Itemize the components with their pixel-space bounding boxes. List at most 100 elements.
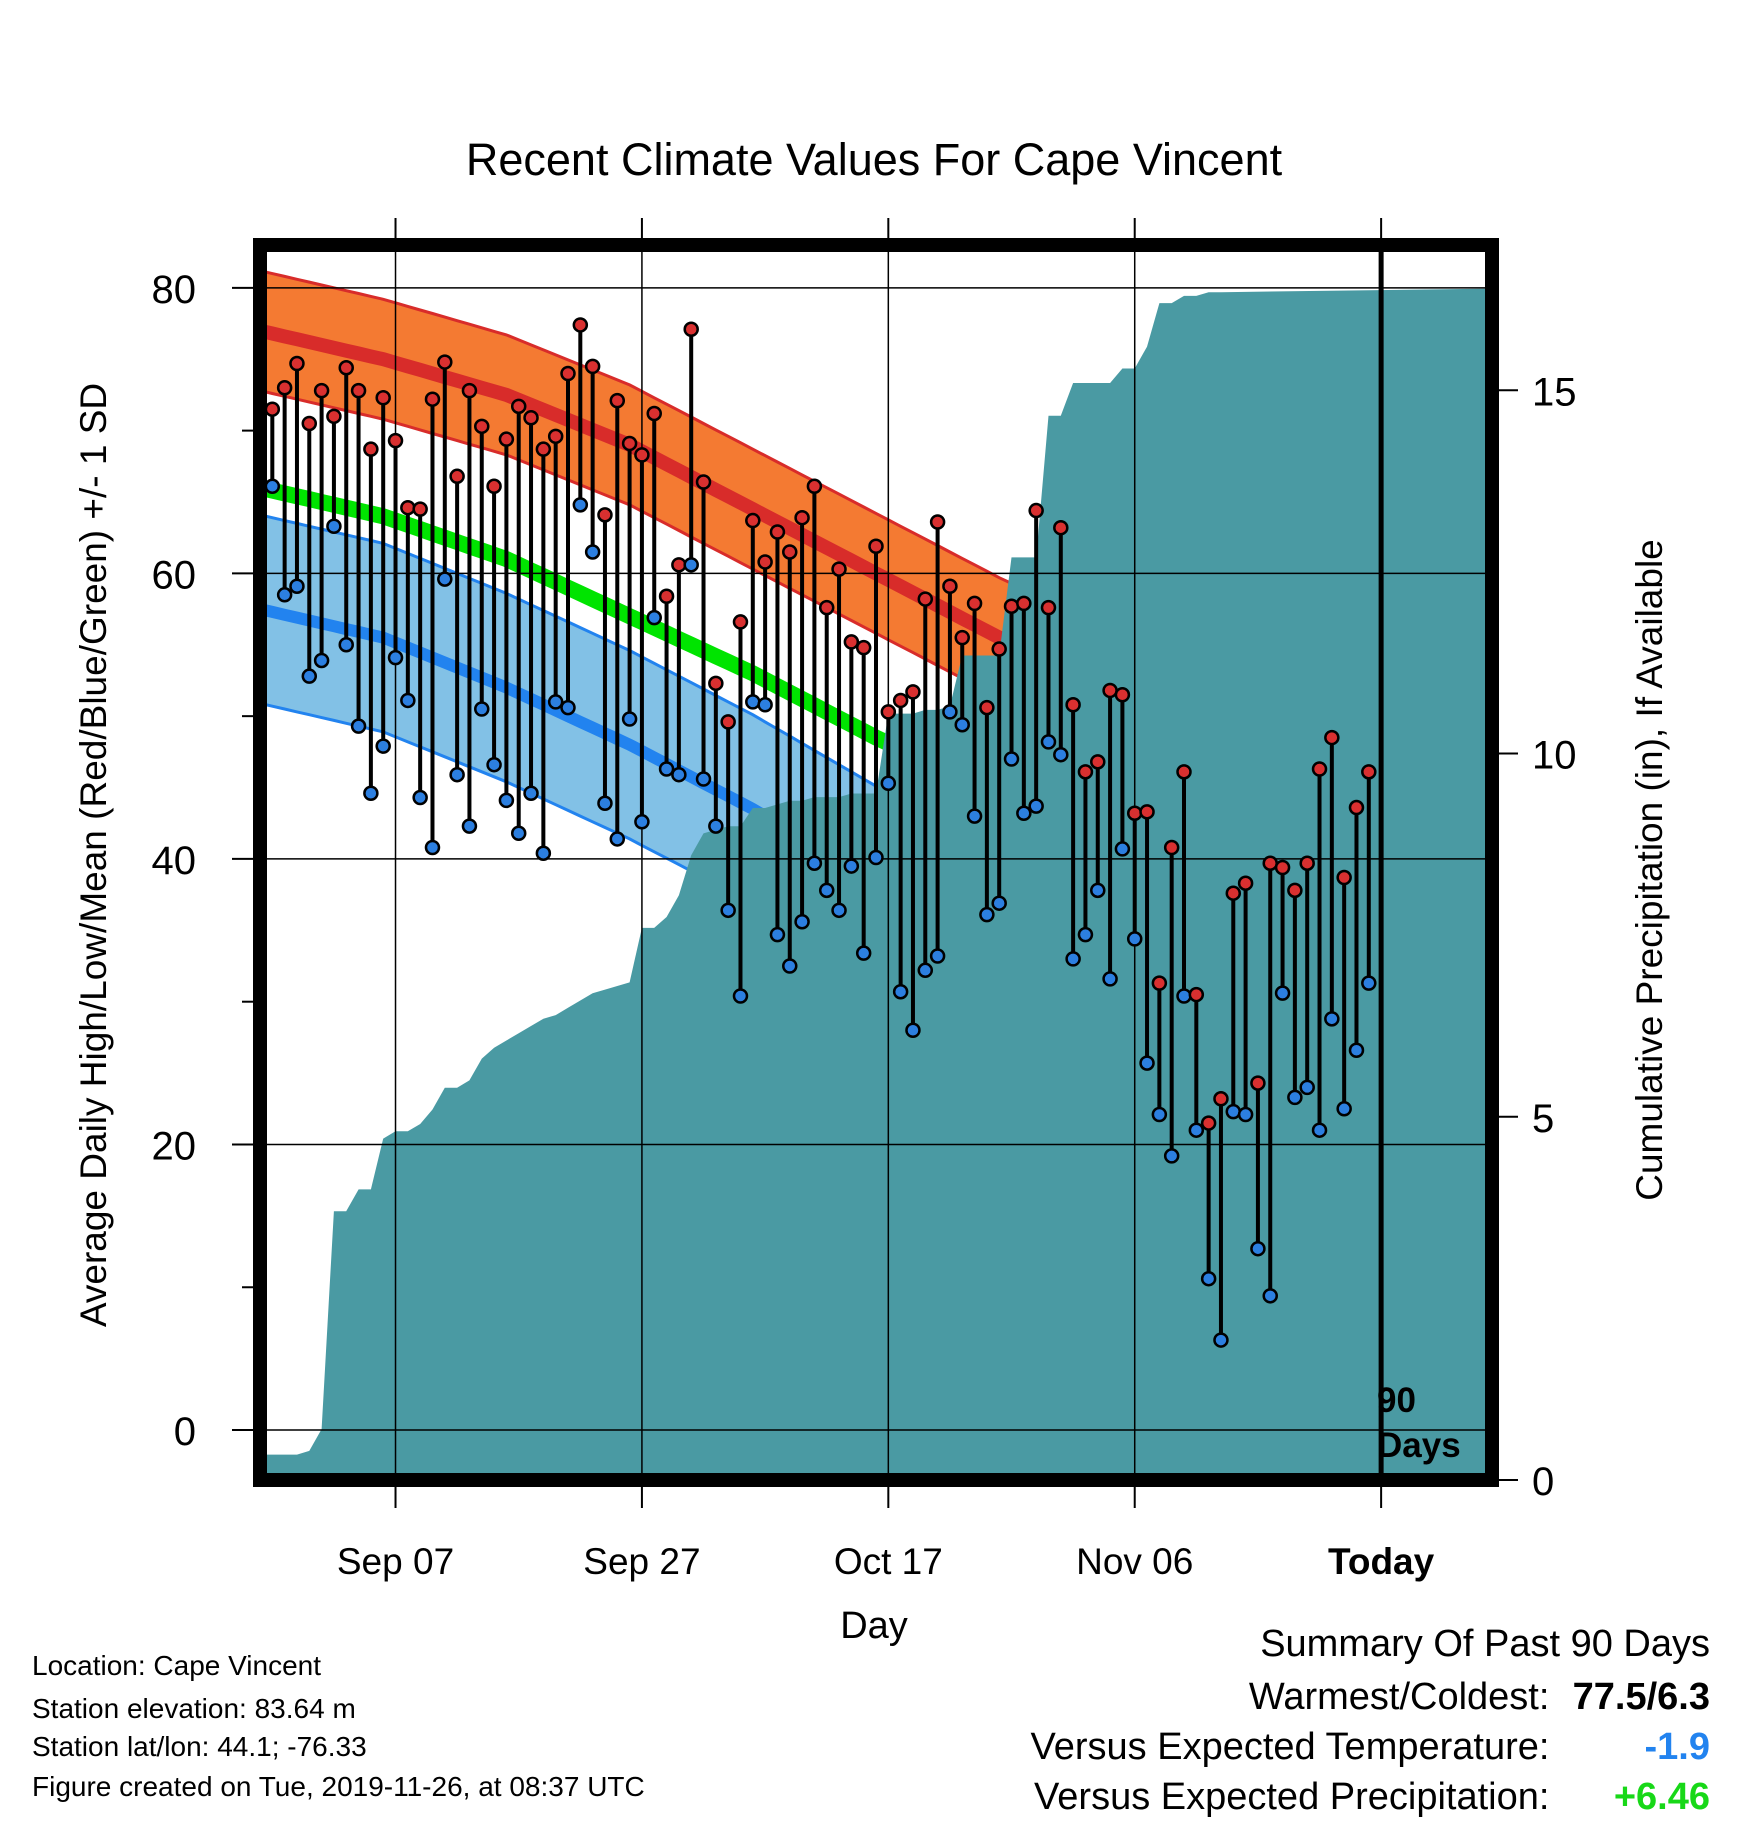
x-axis-label: Day bbox=[840, 1605, 908, 1647]
daily-high-point bbox=[597, 507, 613, 523]
daily-high-point bbox=[1299, 855, 1315, 871]
x-tick-label: Sep 07 bbox=[337, 1541, 454, 1582]
daily-high-point bbox=[929, 514, 946, 530]
daily-high-point bbox=[584, 358, 601, 375]
daily-low-point bbox=[942, 704, 958, 720]
daily-low-point bbox=[1262, 1288, 1278, 1304]
y-axis-label: Average Daily High/Low/Mean (Red/Blue/Gr… bbox=[73, 383, 114, 1327]
daily-high-point bbox=[461, 382, 478, 399]
daily-low-point bbox=[1311, 1122, 1328, 1138]
x-tick-label: Oct 17 bbox=[834, 1541, 943, 1582]
daily-high-point bbox=[547, 428, 564, 445]
daily-high-point bbox=[769, 524, 786, 540]
daily-low-point bbox=[831, 902, 847, 919]
daily-high-point bbox=[868, 538, 884, 555]
daily-low-point bbox=[1003, 751, 1020, 767]
daily-low-point bbox=[424, 839, 441, 856]
location-text: Location: Cape Vincent bbox=[32, 1650, 322, 1681]
daily-high-point bbox=[1274, 859, 1291, 876]
daily-high-point bbox=[794, 509, 810, 526]
daily-low-point bbox=[991, 895, 1007, 911]
daily-low-point bbox=[375, 738, 391, 754]
daily-low-point bbox=[855, 945, 872, 961]
daily-high-point bbox=[732, 614, 749, 630]
daily-low-point bbox=[609, 831, 626, 847]
chart-title: Recent Climate Values For Cape Vincent bbox=[466, 134, 1283, 185]
daily-high-point bbox=[658, 588, 675, 604]
daily-high-point bbox=[350, 382, 367, 399]
daily-low-point bbox=[1065, 951, 1081, 967]
daily-low-point bbox=[979, 906, 995, 923]
warm-cold-value: 77.5/6.3 bbox=[1572, 1676, 1710, 1718]
daily-low-point bbox=[757, 696, 773, 713]
elevation-text: Station elevation: 83.64 m bbox=[32, 1693, 356, 1724]
y-tick-label: 40 bbox=[152, 839, 197, 883]
daily-high-point bbox=[1250, 1075, 1266, 1091]
daily-high-point bbox=[1262, 855, 1278, 871]
daily-low-point bbox=[547, 694, 564, 710]
daily-high-point bbox=[1200, 1115, 1217, 1131]
summary-heading: Summary Of Past 90 Days bbox=[1260, 1623, 1710, 1665]
y-tick-label: 60 bbox=[152, 553, 197, 597]
daily-high-point bbox=[855, 639, 872, 656]
daily-high-point bbox=[412, 501, 428, 517]
daily-low-point bbox=[313, 652, 330, 669]
daily-high-point bbox=[1151, 975, 1168, 991]
warm-cold-label: Warmest/Coldest: bbox=[1248, 1676, 1550, 1718]
y-tick-label: 80 bbox=[152, 268, 197, 312]
daily-high-point bbox=[1375, 0, 1388, 7]
daily-low-point bbox=[523, 785, 539, 802]
daily-low-point bbox=[634, 814, 650, 830]
daily-high-point bbox=[695, 474, 712, 490]
daily-low-point bbox=[350, 718, 367, 734]
daily-low-point bbox=[806, 855, 823, 871]
daily-low-point bbox=[905, 1022, 921, 1039]
daily-low-point bbox=[671, 766, 687, 783]
daily-high-point bbox=[326, 408, 342, 425]
daily-low-point bbox=[1324, 1011, 1340, 1027]
daily-low-point bbox=[1225, 1103, 1242, 1120]
precip-area bbox=[260, 288, 1492, 1480]
x-tick-label: Today bbox=[1328, 1541, 1435, 1582]
daily-high-point bbox=[954, 629, 970, 646]
plot-frame bbox=[253, 238, 1499, 1487]
daily-low-point bbox=[1163, 1148, 1180, 1164]
daily-low-point bbox=[1139, 1055, 1155, 1071]
daily-high-point bbox=[1225, 885, 1242, 901]
daily-low-point bbox=[498, 792, 515, 809]
daily-high-point bbox=[1126, 805, 1143, 821]
daily-low-point bbox=[1375, 0, 1388, 7]
temp-value: -1.9 bbox=[1644, 1726, 1710, 1768]
y-tick-label: 20 bbox=[152, 1124, 197, 1168]
daily-low-point bbox=[658, 761, 675, 777]
daily-low-point bbox=[338, 637, 354, 653]
daily-low-point bbox=[486, 756, 502, 773]
daily-low-point bbox=[794, 914, 810, 930]
daily-high-point bbox=[646, 405, 662, 422]
daily-low-point bbox=[695, 771, 712, 787]
daily-high-point bbox=[1053, 519, 1069, 536]
daily-low-point bbox=[1361, 975, 1377, 991]
today-label-line-1: 90 bbox=[1377, 1381, 1416, 1420]
daily-low-point bbox=[769, 926, 786, 943]
daily-high-point bbox=[1090, 754, 1106, 770]
axes: 0 20 40 60 80 0 5 10 15 Sep 07 Sep 27 Oct 17 Nov 06 T… bbox=[152, 218, 1577, 1582]
daily-observations bbox=[264, 0, 1388, 1348]
precip-label: Versus Expected Precipitation: bbox=[1034, 1776, 1550, 1818]
daily-low-point bbox=[1250, 1240, 1266, 1257]
daily-low-point bbox=[400, 692, 416, 709]
daily-high-point bbox=[1028, 502, 1044, 519]
daily-high-point bbox=[1361, 764, 1377, 780]
temp-row: Versus Expected Temperature: -1.9 bbox=[1031, 1728, 1710, 1766]
daily-high-point bbox=[363, 441, 379, 457]
daily-low-point bbox=[1126, 931, 1143, 947]
daily-low-point bbox=[1348, 1042, 1365, 1058]
daily-high-point bbox=[621, 435, 638, 452]
daily-low-point bbox=[929, 948, 946, 964]
daily-high-point bbox=[486, 478, 502, 495]
daily-high-point bbox=[782, 544, 798, 560]
daily-low-point bbox=[843, 858, 860, 874]
y2-axis-label: Cumulative Precipitation (in), If Availa… bbox=[1629, 539, 1670, 1201]
today-label-line-2: Days bbox=[1377, 1426, 1461, 1465]
daily-low-point bbox=[1102, 971, 1118, 987]
